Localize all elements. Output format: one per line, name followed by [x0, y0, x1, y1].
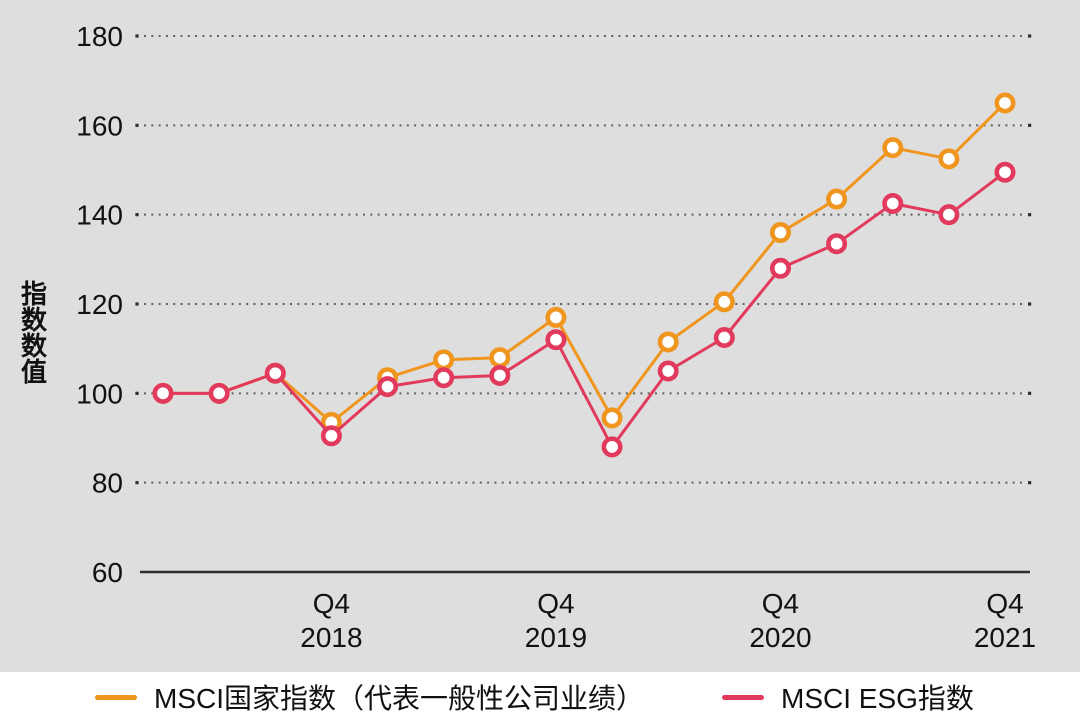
data-point-s1	[826, 233, 848, 255]
x-tick-label-quarter: Q4	[762, 588, 799, 619]
legend-item-msci-country: MSCI国家指数（代表一般性公司业绩）	[95, 677, 644, 717]
x-tick-label-year: 2018	[300, 622, 362, 653]
gridline-right-dot	[1028, 34, 1032, 38]
gridline-right-dot	[1028, 481, 1032, 485]
y-tick-label: 60	[92, 557, 123, 588]
data-point-s0	[769, 222, 791, 244]
legend-item-msci-esg: MSCI ESG指数	[722, 677, 974, 717]
data-point-s1	[377, 376, 399, 398]
plot-panel: 指数数值 60 80 100 120 140 160 180 Q4 2018 Q4 2019 Q4 20…	[0, 0, 1080, 672]
data-point-s1	[545, 329, 567, 351]
data-point-s1	[208, 382, 230, 404]
y-tick-label: 80	[92, 468, 123, 499]
series-line-0	[163, 101, 1007, 424]
data-point-s1	[938, 204, 960, 226]
gridline-left-dot	[135, 302, 139, 306]
data-point-s0	[713, 291, 735, 313]
data-point-s0	[657, 331, 679, 353]
data-point-s1	[882, 193, 904, 215]
data-point-s0	[601, 407, 623, 429]
data-point-s0	[994, 92, 1016, 114]
data-point-s0	[433, 349, 455, 371]
legend-label-msci-country: MSCI国家指数（代表一般性公司业绩）	[154, 683, 645, 714]
gridline-right-dot	[1028, 391, 1032, 395]
data-point-s1	[601, 436, 623, 458]
data-point-s0	[826, 188, 848, 210]
x-tick-label-year: 2021	[974, 622, 1036, 653]
data-point-s1	[769, 257, 791, 279]
x-tick-label-year: 2019	[525, 622, 587, 653]
data-point-s1	[433, 367, 455, 389]
data-point-s1	[320, 425, 342, 447]
x-tick-label-quarter: Q4	[537, 588, 574, 619]
data-point-s1	[152, 382, 174, 404]
gridline-left-dot	[135, 123, 139, 127]
data-point-s0	[489, 347, 511, 369]
data-point-s1	[489, 364, 511, 386]
gridline-left-dot	[135, 34, 139, 38]
gridline-left-dot	[135, 481, 139, 485]
data-point-s0	[882, 137, 904, 159]
data-point-s1	[713, 326, 735, 348]
y-axis-title: 指数数值	[20, 279, 47, 387]
y-tick-label: 160	[76, 110, 123, 141]
data-point-s1	[657, 360, 679, 382]
gridline-right-dot	[1028, 123, 1032, 127]
data-point-s1	[994, 161, 1016, 183]
gridline-right-dot	[1028, 302, 1032, 306]
data-point-s0	[545, 306, 567, 328]
y-tick-label: 180	[76, 21, 123, 52]
x-tick-label-quarter: Q4	[313, 588, 350, 619]
legend-label-msci-esg: MSCI ESG指数	[781, 683, 974, 714]
x-tick-label-quarter: Q4	[986, 588, 1023, 619]
orange-line-swatch	[95, 694, 137, 700]
x-tick-label-year: 2020	[749, 622, 811, 653]
data-point-s0	[938, 148, 960, 170]
legend: MSCI国家指数（代表一般性公司业绩） MSCI ESG指数	[0, 672, 1080, 722]
line-chart: 6080100120140160180Q42018Q42019Q42020Q42…	[76, 21, 1036, 653]
gridline-left-dot	[135, 391, 139, 395]
y-tick-label: 120	[76, 289, 123, 320]
data-point-s1	[264, 362, 286, 384]
series-line-1	[163, 171, 1006, 449]
pink-line-swatch	[722, 694, 765, 700]
y-tick-label: 140	[76, 200, 123, 231]
gridline-left-dot	[135, 213, 139, 217]
y-tick-label: 100	[76, 378, 123, 409]
gridline-right-dot	[1028, 213, 1032, 217]
